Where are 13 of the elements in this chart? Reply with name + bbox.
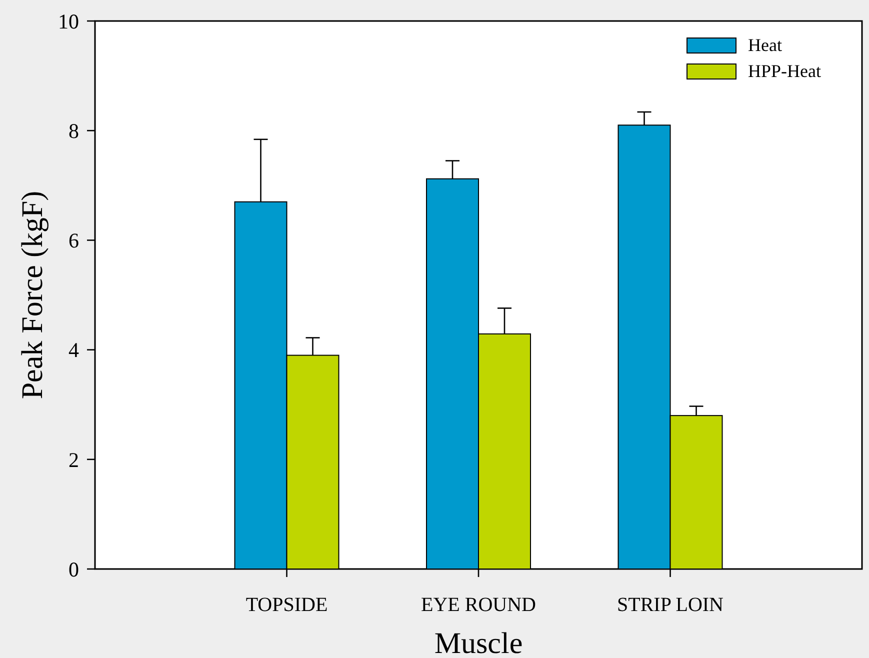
y-tick-label: 4 [68,338,80,362]
y-tick-label: 2 [68,448,79,472]
x-tick-label: EYE ROUND [421,594,536,616]
legend-label: HPP-Heat [748,61,821,81]
x-tick-label: STRIP LOIN [617,594,724,616]
y-axis-title: Peak Force (kgF) [16,190,49,400]
x-axis-title: Muscle [434,627,523,658]
y-tick-label: 8 [68,118,79,143]
y-tick-label: 10 [58,9,79,34]
y-tick-label: 6 [68,228,79,253]
legend-label: Heat [748,35,782,55]
y-tick-label: 0 [68,557,79,582]
x-tick-label: TOPSIDE [246,594,328,616]
